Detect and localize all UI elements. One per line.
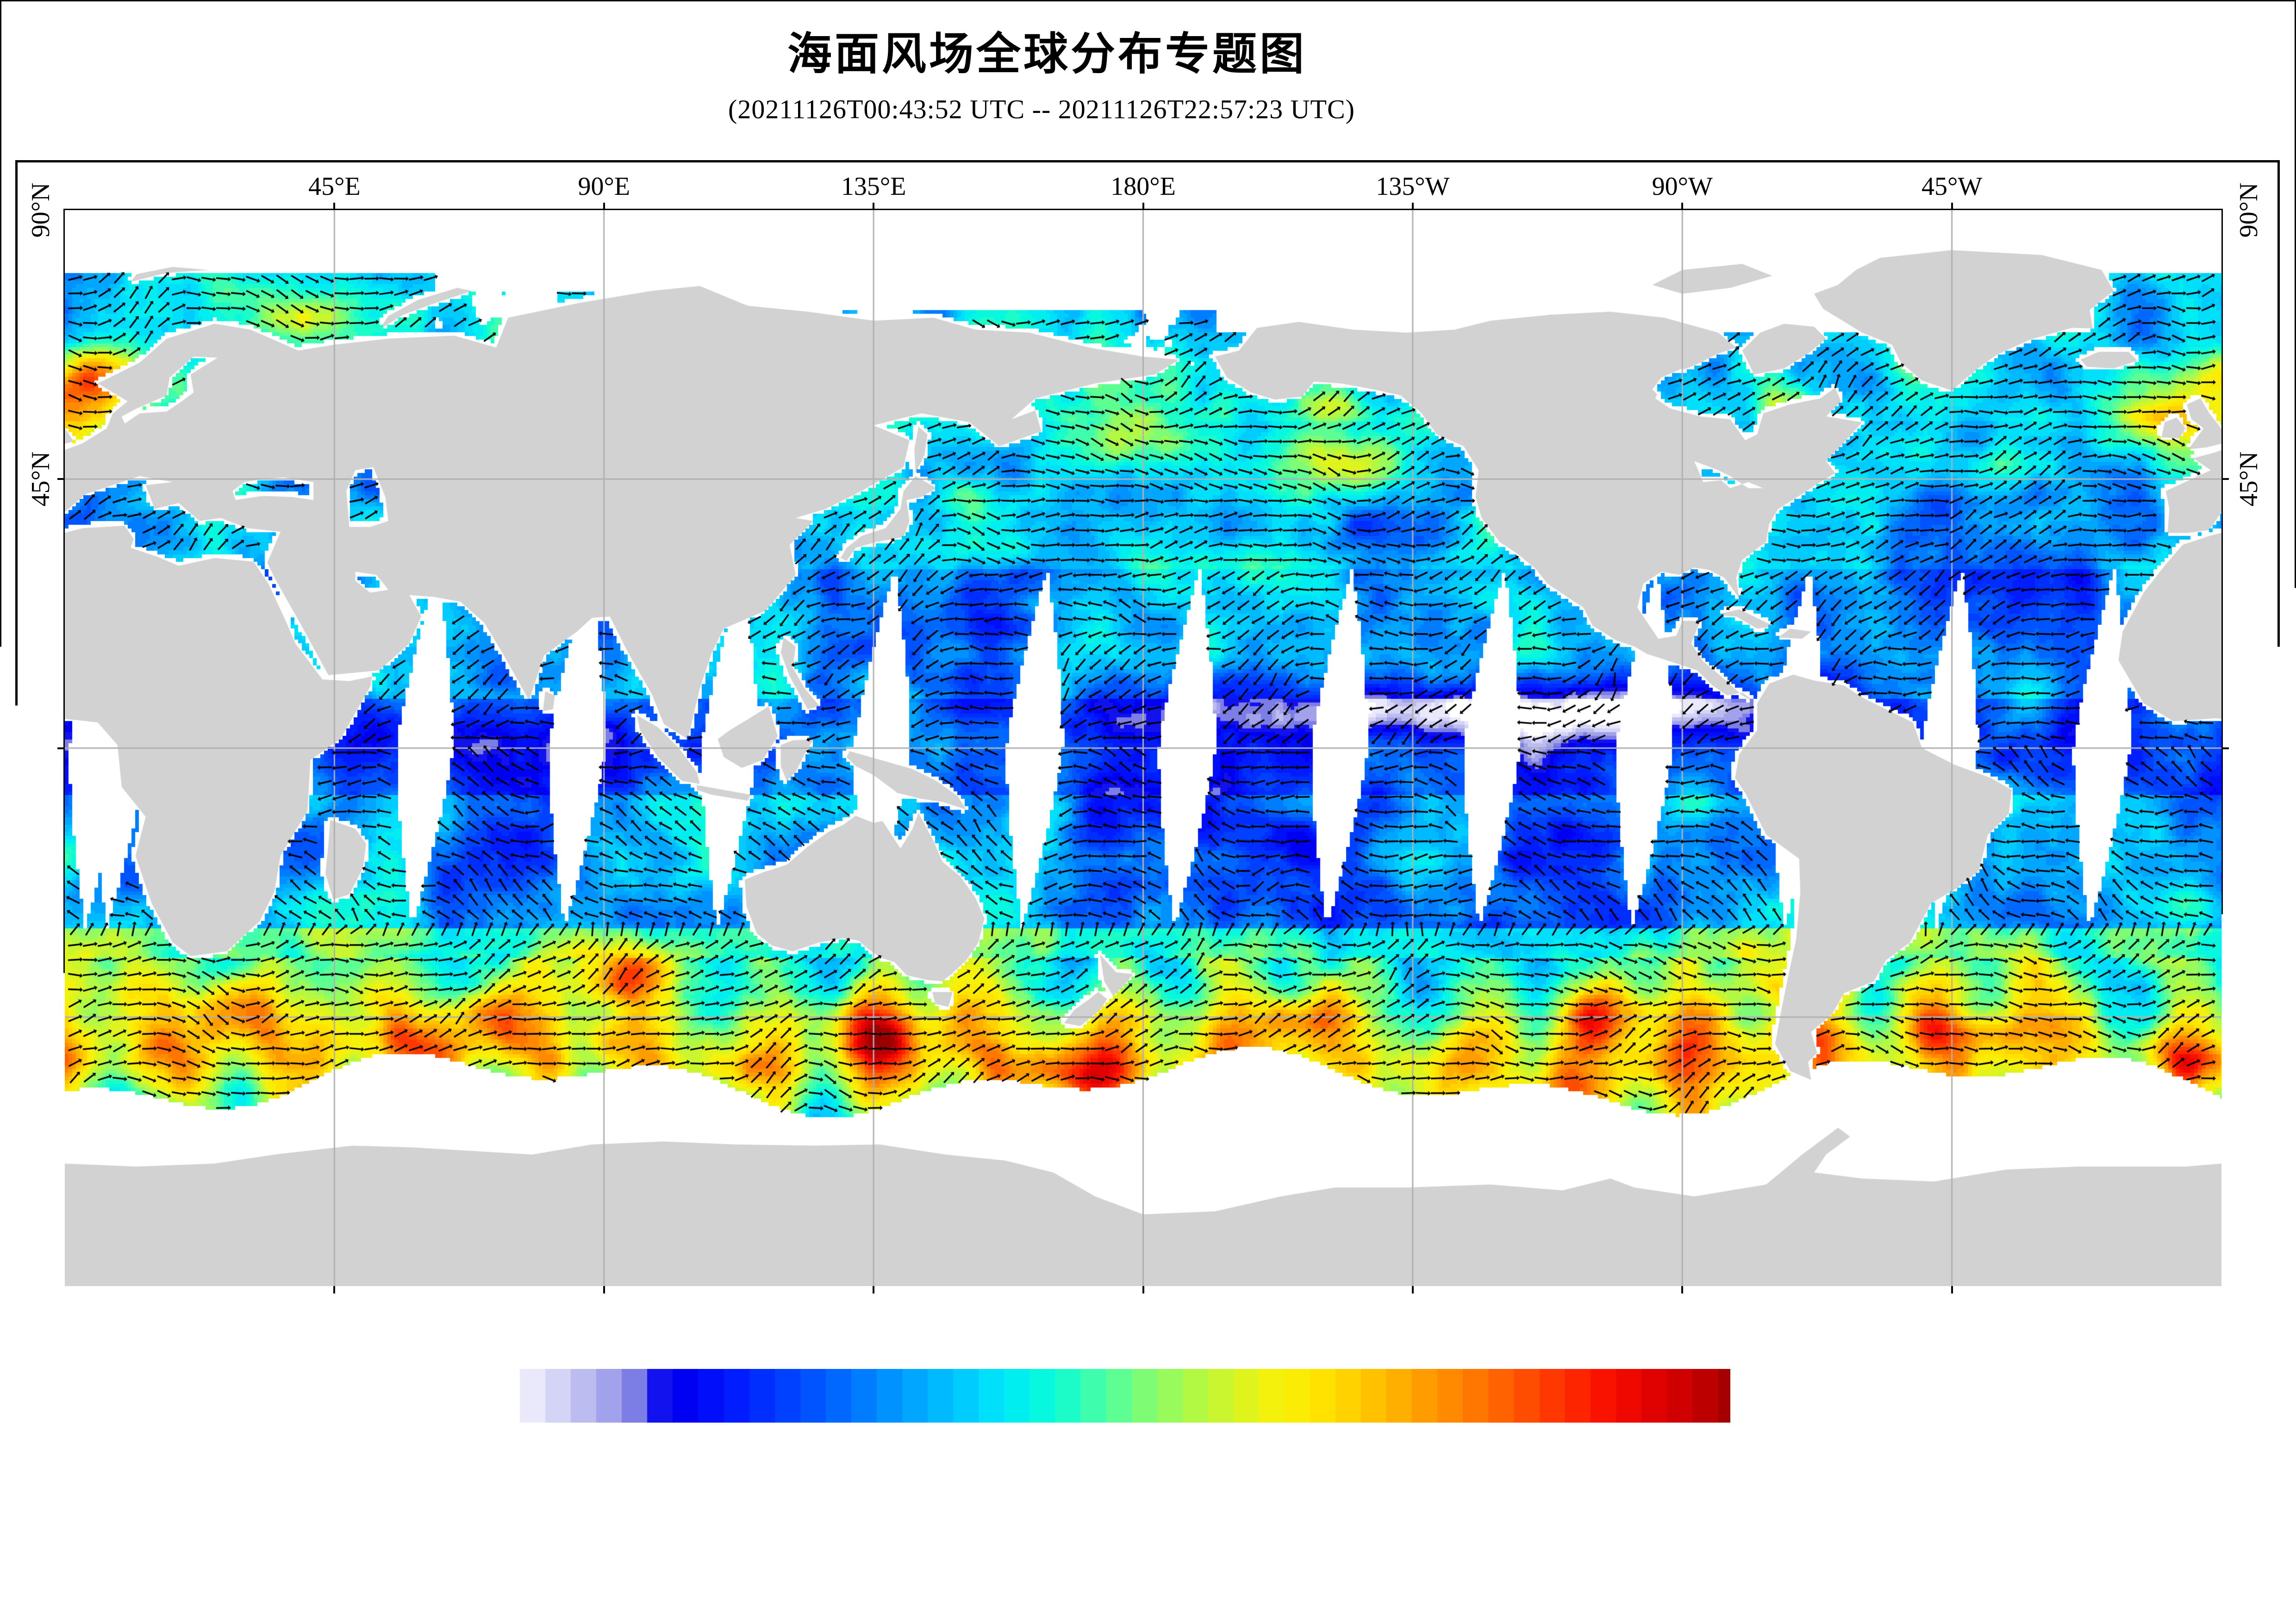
lon-label-top: 90°E [578, 172, 630, 201]
grid-tick [1951, 1286, 1953, 1293]
grid-tick [1142, 1286, 1144, 1293]
grid-tick [2221, 1016, 2229, 1018]
grid-tick [57, 1016, 65, 1018]
colorbar-tick-label: 15 [1259, 1434, 1285, 1464]
colorbar-tick-label: 9 [959, 1434, 972, 1464]
colorbar-left-arrow-icon [401, 1364, 504, 1427]
lon-label-top: 90°W [1652, 172, 1713, 201]
lon-label-bottom: 45°W [1922, 1301, 1982, 1331]
grid-tick [1142, 203, 1144, 210]
grid-tick [1412, 203, 1414, 210]
lon-label-bottom: 135°W [1376, 1301, 1449, 1331]
lat-label-left: 90°S [26, 1261, 56, 1312]
lat-label-right: 45°S [2234, 992, 2264, 1043]
grid-tick [2221, 747, 2229, 749]
grid-tick [333, 203, 335, 210]
lat-label-left: 45°N [26, 452, 56, 507]
grid-tick [57, 478, 65, 480]
lat-label-left: 90°N [26, 183, 56, 238]
grid-tick [1681, 1286, 1683, 1293]
grid-tick [1681, 203, 1683, 210]
colorbar-canvas [507, 1369, 1730, 1423]
footer-mapping-unit: 制图单位：国家卫星海洋应用中心 [168, 1486, 557, 1522]
lat-label-left: 45°S [26, 992, 56, 1043]
bottom-border-bar [0, 1605, 2296, 1623]
lon-label-bottom: 45°E [308, 1301, 361, 1331]
nsoas-logo: 国家卫星海洋应用中心NATIONAL SATELLITE OCEAN APPLI… [18, 1479, 180, 1618]
colorbar-max-unit-label: ≥24（m/s） [1701, 1430, 1831, 1468]
colorbar-tick-label: 12 [1106, 1434, 1132, 1464]
grid-tick [873, 203, 874, 210]
footer-scale: 比例尺：1:100,000,000 [1080, 1560, 1341, 1596]
grid-tick [603, 1286, 605, 1293]
lat-label-right: 45°N [2234, 452, 2264, 507]
lon-label-top: 180°E [1111, 172, 1176, 201]
page-title: 海面风场全球分布专题图 [787, 18, 1307, 82]
page-subtitle: (20211126T00:43:52 UTC -- 20211126T22:57… [728, 94, 1355, 125]
colorbar-tick-label: 3 [653, 1434, 666, 1464]
footer-mapping-time: 制图时间：2021年11月27日 [168, 1560, 482, 1596]
footer-sensor: 传 感 器：微波散射计 [1858, 1560, 2105, 1596]
grid-tick [603, 203, 605, 210]
colorbar-right-arrow-icon [1734, 1364, 1827, 1427]
wind-map-page: 海面风场全球分布专题图 (20211126T00:43:52 UTC -- 20… [0, 0, 2296, 1623]
grid-tick [1412, 1286, 1414, 1293]
grid-tick [333, 1286, 335, 1293]
lon-label-top: 135°E [841, 172, 906, 201]
footer-coordinate-system: 坐标系：CGCS2000 [1080, 1486, 1307, 1522]
lon-label-bottom: 90°E [578, 1301, 630, 1331]
grid-tick [57, 747, 65, 749]
lat-label-left: 0° [26, 736, 56, 759]
lat-label-right: 90°S [2234, 1261, 2264, 1312]
footer-satellite-name: 卫星名称：HY-2B [1858, 1486, 2063, 1522]
colorbar-tick-label: 6 [806, 1434, 819, 1464]
colorbar-tick-label: 18 [1411, 1434, 1437, 1464]
lon-label-bottom: 90°W [1652, 1301, 1713, 1331]
grid-tick [873, 1286, 874, 1293]
grid-tick [2221, 478, 2229, 480]
colorbar-tick-label: 0 [500, 1434, 513, 1464]
lon-label-bottom: 135°E [841, 1301, 906, 1331]
lon-label-top: 45°W [1922, 172, 1982, 201]
colorbar-tick-label: 21 [1565, 1434, 1591, 1464]
lon-label-top: 135°W [1376, 172, 1449, 201]
colorbar [505, 1368, 1734, 1427]
lon-label-top: 45°E [308, 172, 361, 201]
lat-label-right: 0° [2234, 736, 2264, 759]
lat-label-right: 90°N [2234, 183, 2264, 238]
grid-tick [1951, 203, 1953, 210]
lon-label-bottom: 180°E [1111, 1301, 1176, 1331]
world-map-canvas [65, 210, 2221, 1286]
